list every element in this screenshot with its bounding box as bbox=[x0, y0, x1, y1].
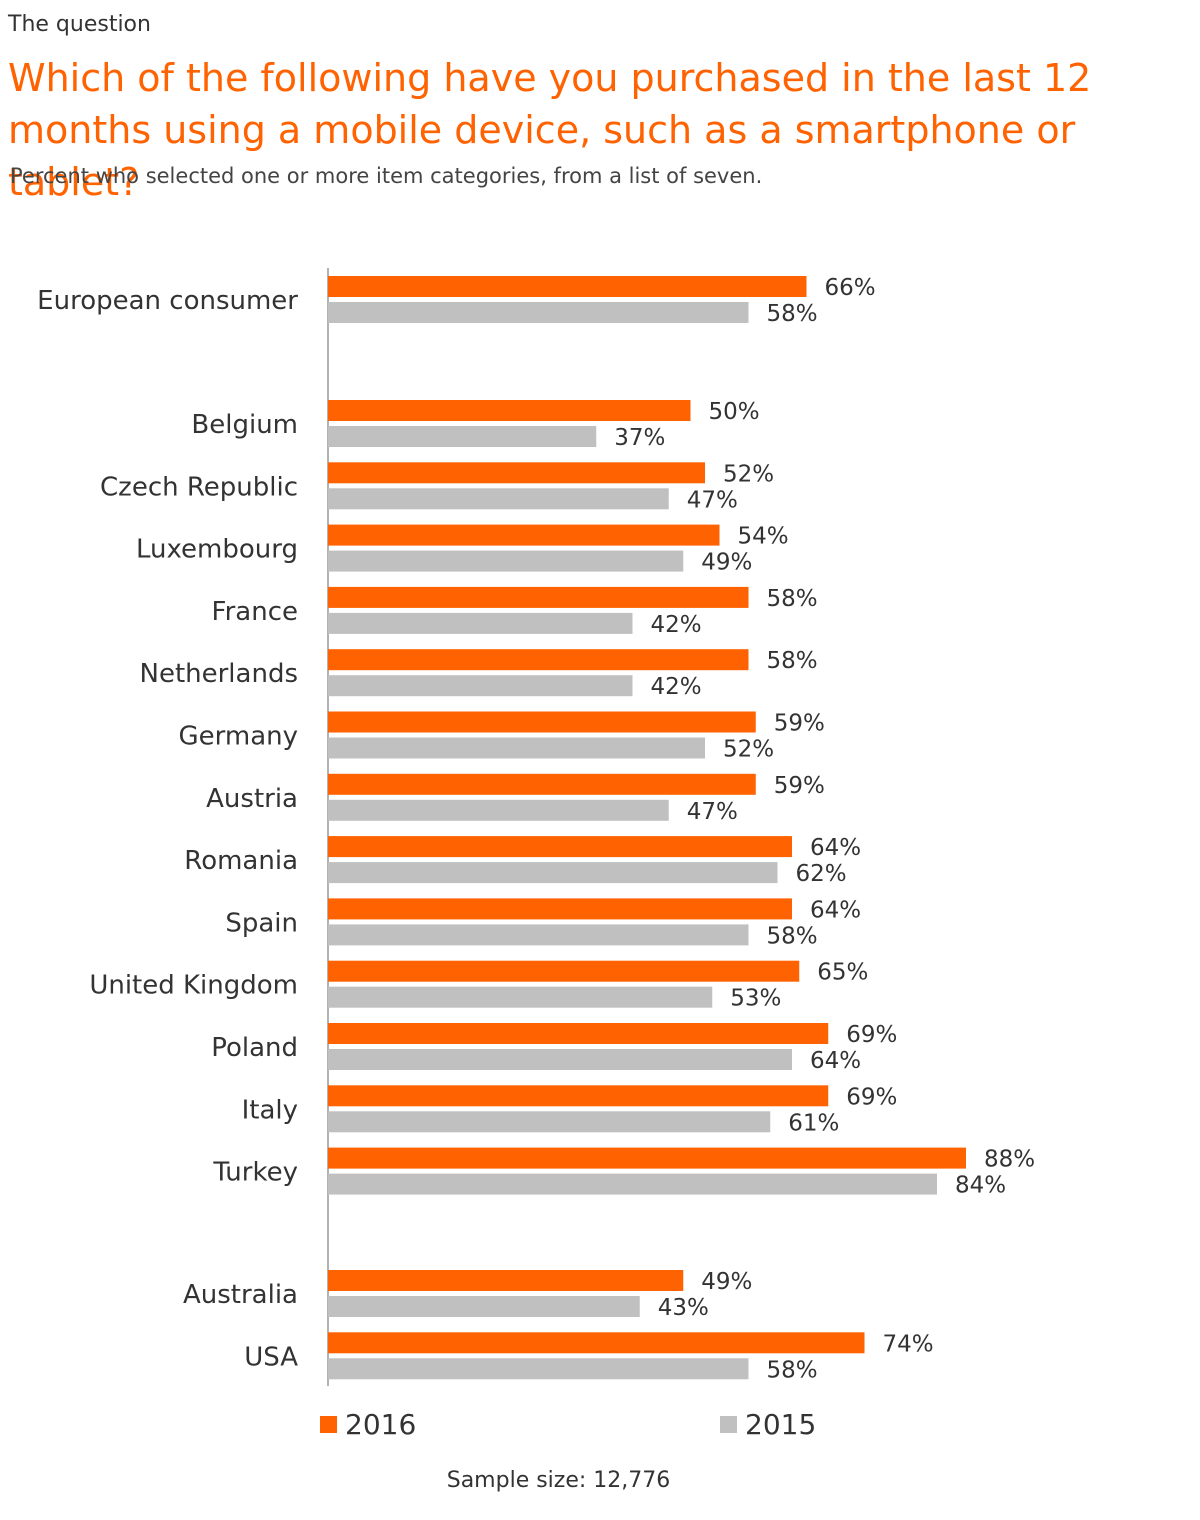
bar-2016-usa bbox=[328, 1332, 865, 1354]
legend-swatch-2015 bbox=[720, 1416, 737, 1433]
bar-2015-romania bbox=[328, 862, 778, 884]
bar-2016-germany bbox=[328, 711, 756, 733]
data-label-2016-european-consumer: 66% bbox=[825, 275, 876, 301]
category-label-poland: Poland bbox=[211, 1033, 298, 1063]
bar-2016-european-consumer bbox=[328, 276, 807, 297]
data-label-2016-united-kingdom: 65% bbox=[817, 960, 868, 986]
data-label-2015-czech-republic: 47% bbox=[687, 487, 738, 513]
data-label-2016-italy: 69% bbox=[846, 1084, 897, 1110]
category-label-italy: Italy bbox=[242, 1095, 298, 1125]
bar-2015-netherlands bbox=[328, 675, 633, 697]
category-label-romania: Romania bbox=[184, 846, 298, 876]
category-label-germany: Germany bbox=[178, 722, 298, 752]
bar-2015-european-consumer bbox=[328, 302, 749, 323]
data-label-2016-poland: 69% bbox=[846, 1022, 897, 1048]
legend-2016: 2016 bbox=[320, 1408, 416, 1441]
category-label-belgium: Belgium bbox=[191, 410, 298, 440]
data-label-2015-austria: 47% bbox=[687, 799, 738, 825]
sample-size-note: Sample size: 12,776 bbox=[446, 1468, 671, 1493]
data-label-2016-romania: 64% bbox=[810, 835, 861, 861]
data-label-2016-turkey: 88% bbox=[984, 1147, 1035, 1173]
bar-2016-spain bbox=[328, 898, 792, 920]
category-label-netherlands: Netherlands bbox=[140, 659, 299, 689]
data-label-2015-germany: 52% bbox=[723, 737, 774, 763]
bar-2015-germany bbox=[328, 737, 705, 759]
data-label-2016-australia: 49% bbox=[701, 1269, 752, 1295]
category-label-spain: Spain bbox=[225, 908, 298, 938]
legend-label-2016: 2016 bbox=[345, 1408, 417, 1441]
category-label-france: France bbox=[212, 597, 298, 627]
data-label-2015-united-kingdom: 53% bbox=[730, 986, 781, 1012]
category-label-luxembourg: Luxembourg bbox=[136, 535, 298, 565]
category-label-united-kingdom: United Kingdom bbox=[89, 971, 298, 1001]
data-label-2016-czech-republic: 52% bbox=[723, 461, 774, 487]
data-label-2015-italy: 61% bbox=[788, 1110, 839, 1136]
bar-2015-france bbox=[328, 612, 633, 634]
category-label-turkey: Turkey bbox=[212, 1158, 298, 1188]
bar-2016-poland bbox=[328, 1023, 829, 1044]
chart-subtitle: Percent who selected one or more item ca… bbox=[10, 164, 763, 188]
bar-2016-austria bbox=[328, 773, 756, 795]
bar-2015-turkey bbox=[328, 1173, 937, 1195]
bar-2015-poland bbox=[328, 1049, 792, 1070]
bar-2015-united-kingdom bbox=[328, 986, 713, 1008]
data-label-2016-usa: 74% bbox=[883, 1331, 934, 1357]
bar-2015-usa bbox=[328, 1358, 749, 1380]
category-label-european-consumer: European consumer bbox=[37, 286, 298, 316]
data-label-2015-romania: 62% bbox=[796, 861, 847, 887]
bar-2016-united-kingdom bbox=[328, 960, 800, 982]
bar-2015-australia bbox=[328, 1296, 640, 1317]
bar-2015-czech-republic bbox=[328, 488, 669, 510]
data-label-2016-belgium: 50% bbox=[709, 399, 760, 425]
legend-label-2015: 2015 bbox=[745, 1408, 817, 1441]
data-label-2015-turkey: 84% bbox=[955, 1173, 1006, 1199]
data-label-2016-luxembourg: 54% bbox=[738, 524, 789, 550]
bar-2016-romania bbox=[328, 836, 792, 858]
data-label-2015-belgium: 37% bbox=[614, 425, 665, 451]
data-label-2016-france: 58% bbox=[767, 586, 818, 612]
bar-2015-luxembourg bbox=[328, 550, 684, 572]
data-label-2015-australia: 43% bbox=[658, 1295, 709, 1321]
data-label-2015-france: 42% bbox=[651, 612, 702, 638]
bar-chart: European consumer 66% 58% Belgium 50% 37% Czec… bbox=[37, 268, 1035, 1386]
bar-2016-turkey bbox=[328, 1147, 966, 1169]
data-label-2015-usa: 58% bbox=[767, 1357, 818, 1383]
bar-2015-italy bbox=[328, 1111, 771, 1133]
kicker-text: The question bbox=[8, 12, 151, 37]
bar-2015-belgium bbox=[328, 426, 597, 447]
data-label-2015-spain: 58% bbox=[767, 923, 818, 949]
data-label-2015-poland: 64% bbox=[810, 1048, 861, 1074]
bar-2016-luxembourg bbox=[328, 524, 720, 546]
bar-2016-netherlands bbox=[328, 649, 749, 671]
bar-2016-australia bbox=[328, 1270, 684, 1291]
data-label-2015-netherlands: 42% bbox=[651, 674, 702, 700]
bar-2016-italy bbox=[328, 1085, 829, 1107]
category-label-austria: Austria bbox=[206, 784, 298, 814]
bar-2016-belgium bbox=[328, 400, 691, 421]
bar-2016-czech-republic bbox=[328, 462, 705, 484]
data-label-2016-spain: 64% bbox=[810, 897, 861, 923]
bar-2016-france bbox=[328, 586, 749, 608]
category-label-czech-republic: Czech Republic bbox=[100, 472, 298, 502]
category-label-australia: Australia bbox=[183, 1280, 298, 1310]
data-label-2016-austria: 59% bbox=[774, 773, 825, 799]
legend-2015: 2015 bbox=[720, 1408, 816, 1441]
data-label-2015-european-consumer: 58% bbox=[767, 301, 818, 327]
data-label-2016-netherlands: 58% bbox=[767, 648, 818, 674]
bar-2015-austria bbox=[328, 799, 669, 821]
data-label-2015-luxembourg: 49% bbox=[701, 550, 752, 576]
bar-2015-spain bbox=[328, 924, 749, 946]
legend-swatch-2016 bbox=[320, 1416, 337, 1433]
data-label-2016-germany: 59% bbox=[774, 711, 825, 737]
chart-title: Which of the following have you purchase… bbox=[8, 56, 1092, 204]
category-label-usa: USA bbox=[244, 1342, 298, 1372]
